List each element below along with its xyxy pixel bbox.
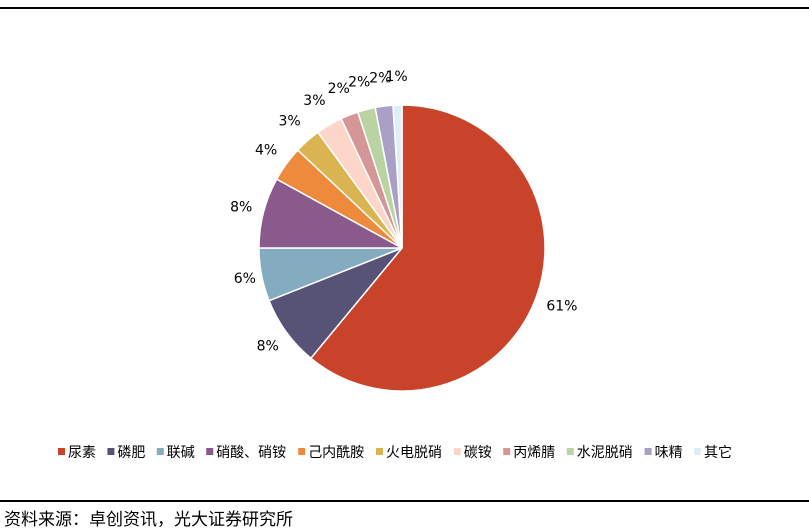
legend-label: 其它 <box>704 444 732 461</box>
pie-slices <box>258 104 546 392</box>
pie-data-label: 1% <box>385 69 407 85</box>
source-note: 资料来源：卓创资讯，光大证券研究所 <box>4 510 293 530</box>
legend-swatch <box>298 448 306 455</box>
pie-data-label: 2% <box>369 70 391 86</box>
pie-slice <box>309 104 546 392</box>
legend-swatch <box>694 448 701 455</box>
legend-label: 碳铵 <box>464 445 492 461</box>
pie-data-label: 3% <box>278 114 300 130</box>
legend-swatch <box>453 448 461 455</box>
legend-label: 己内酰胺 <box>308 445 364 461</box>
top-rule <box>0 7 809 9</box>
legend-swatch <box>644 448 652 455</box>
legend-label: 硝酸、硝铵 <box>216 445 286 461</box>
pie-chart: 61%8%6%8%4%3%3%2%2%2%1% 尿素 磷肥 联碱 硝酸、硝铵 己内酰胺火… <box>58 69 732 461</box>
pie-data-labels: 61%8%6%8%4%3%3%2%2%2%1% <box>230 69 577 355</box>
legend-swatch <box>156 448 164 455</box>
pie-data-label: 2% <box>328 81 350 97</box>
pie-data-label: 2% <box>348 74 370 90</box>
legend-label: 味精 <box>655 445 683 461</box>
legend-swatch <box>566 448 574 455</box>
legend-label: 水泥脱硝 <box>577 445 633 461</box>
pie-data-label: 4% <box>255 142 277 158</box>
pie-data-label: 8% <box>257 339 279 355</box>
pie-data-label: 8% <box>230 200 252 216</box>
pie-data-label: 61% <box>546 299 577 315</box>
bottom-rule <box>0 500 809 502</box>
legend-label: 尿素 <box>68 445 96 461</box>
legend-label: 丙烯腈 <box>513 445 555 461</box>
pie-slice <box>392 104 403 249</box>
pie-data-label: 3% <box>303 93 325 109</box>
legend-swatch <box>58 448 65 455</box>
pie-data-label: 6% <box>234 271 256 287</box>
legend-label: 火电脱硝 <box>386 445 442 461</box>
legend-swatch <box>376 448 383 455</box>
legend-label: 联碱 <box>167 445 195 461</box>
legend-label: 磷肥 <box>117 445 145 461</box>
chart-legend: 尿素 磷肥 联碱 硝酸、硝铵 己内酰胺 火电脱硝 碳铵 丙烯腈 水泥脱硝 味精 其它 <box>58 444 732 461</box>
legend-swatch <box>206 448 214 455</box>
legend-swatch <box>107 448 115 455</box>
legend-swatch <box>503 448 511 455</box>
